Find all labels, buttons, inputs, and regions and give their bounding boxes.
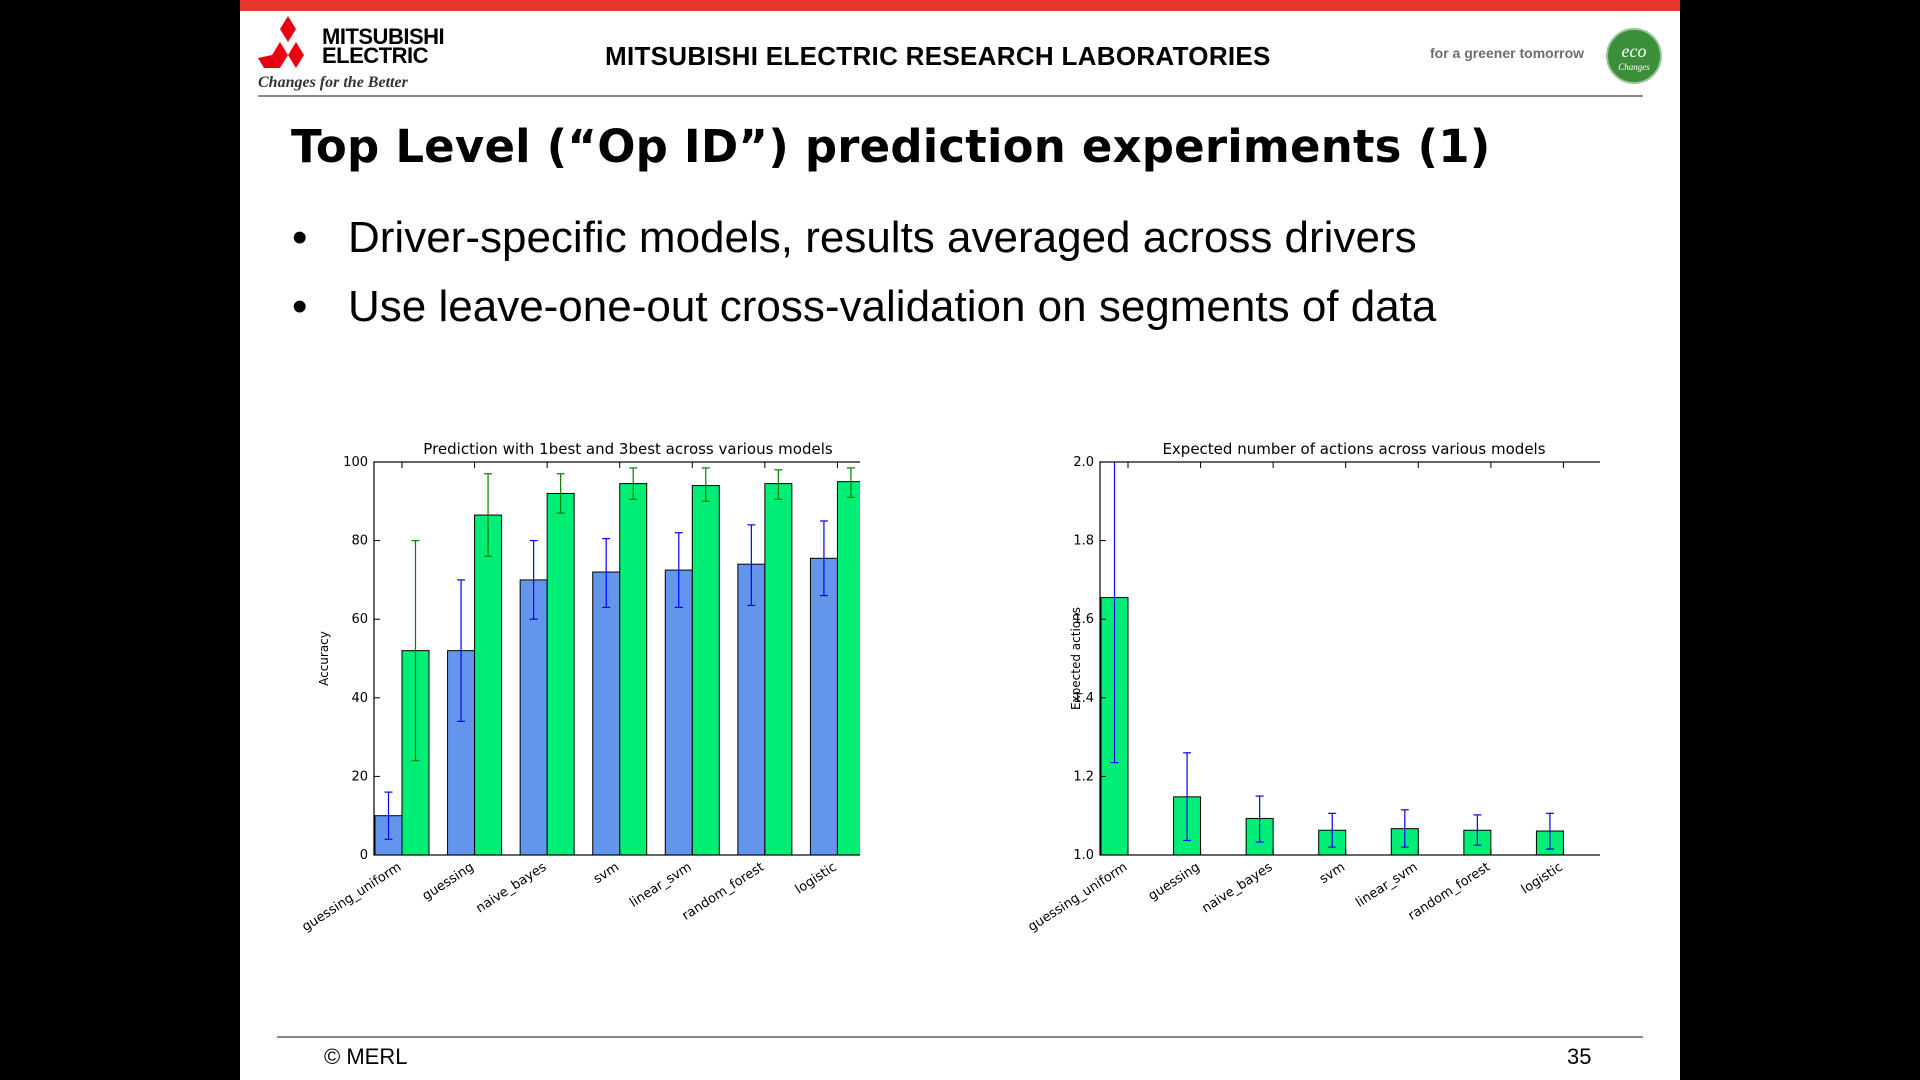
error-bar [846,467,855,498]
bullet-marker: • [292,213,308,262]
error-bar [384,791,393,840]
error-bar [1183,752,1192,842]
top-accent-bar [240,0,1680,11]
y-tick-label: 60 [351,612,368,627]
error-bar [484,473,493,557]
error-bar [1110,462,1119,764]
y-tick-label: 80 [351,534,368,549]
bar-1best [737,563,766,856]
expected-actions-bar-chart: 1.0 1.2 1.4 1.6 1.8 2.0 guessing_uniform guessi… [1026,440,1600,935]
eco-badge-text: eco [1622,41,1647,61]
lab-name: MITSUBISHI ELECTRIC RESEARCH LABORATORIE… [605,41,1271,71]
eco-changes-badge-icon: eco Changes [1606,28,1662,84]
y-tick-label: 20 [351,769,368,784]
y-tick-label: 1.8 [1073,534,1094,549]
bar-1best [809,557,838,856]
bullet-marker: • [292,282,308,331]
y-axis-label: Expected actions [1069,607,1083,710]
bar-3best [619,483,648,856]
x-tick-label: svm [591,860,622,887]
bullet-text: Use leave-one-out cross-validation on se… [348,282,1437,331]
y-tick-label: 0 [360,848,368,863]
error-bar [602,538,611,609]
error-bar [1545,812,1554,850]
bar-3best [836,481,860,856]
plot-area [1100,462,1564,856]
logo-tagline: Changes for the Better [258,74,408,91]
error-bar [1400,809,1409,848]
y-tick-label: 40 [351,691,368,706]
error-bar [819,520,828,597]
bar-3best [764,483,793,856]
bar-1best [519,579,548,856]
plot-frame [1099,461,1600,856]
x-tick-label: guessing [420,860,477,904]
x-tick-label: naive_bayes [473,860,549,917]
y-tick-label: 100 [343,455,368,470]
logo-wordmark: MITSUBISHI ELECTRIC [322,24,445,68]
error-bar [629,467,638,500]
x-tick-label: svm [1317,860,1348,887]
y-tick-label: 1.6 [1073,612,1094,627]
x-tick-label: random_forest [680,860,767,924]
header-divider [258,95,1643,97]
eco-tagline: for a greener tomorrow [1430,45,1585,61]
three-diamonds-logo-icon [258,16,304,68]
error-bar [701,467,710,502]
error-bar [457,579,466,722]
y-axis-label: Accuracy [317,631,331,686]
chart-title: Expected number of actions across variou… [1162,440,1545,458]
x-tick-label: guessing [1146,860,1203,904]
chart-title: Prediction with 1best and 3best across v… [423,440,833,458]
x-tick-label: linear_svm [627,860,694,911]
slide: MITSUBISHI ELECTRIC Changes for the Bett… [240,0,1680,1080]
error-bar [747,524,756,607]
slide-title: Top Level (“Op ID”) prediction experimen… [291,120,1491,173]
y-tick-label: 1.2 [1073,769,1094,784]
error-bar [674,532,683,609]
error-bar [529,539,538,620]
error-bar [774,469,783,500]
error-bar [556,473,565,514]
footer-divider [277,1036,1643,1038]
bar-3best [691,485,720,856]
accuracy-bar-chart: 0 20 40 60 80 100 guessing_uniform guessingnaiv… [300,440,860,935]
copyright-text: © MERL [324,1044,408,1069]
eco-badge-subtext: Changes [1618,62,1650,72]
y-tick-label: 1.4 [1073,691,1094,706]
x-tick-label: linear_svm [1353,860,1420,911]
y-tick-label: 1.0 [1073,848,1094,863]
plot-frame [373,461,860,856]
bullet-item: • Use leave-one-out cross-validation on s… [292,282,1436,332]
x-tick-label: logistic [1519,860,1566,898]
error-bar [1255,795,1264,843]
bullet-item: • Driver-specific models, results average… [292,213,1417,263]
error-bar [1473,814,1482,846]
error-bar [411,539,420,762]
error-bar [1328,812,1337,848]
bar-1best [664,569,693,856]
bar-1best [592,571,621,856]
bullet-text: Driver-specific models, results averaged… [348,213,1417,262]
bar-3best [474,514,503,856]
plot-area [374,467,860,856]
x-tick-label: guessing_uniform [1026,860,1131,935]
x-tick-label: random_forest [1406,860,1493,924]
page-number: 35 [1567,1044,1592,1069]
bar-3best [546,492,575,856]
x-tick-label: naive_bayes [1199,860,1275,917]
y-tick-label: 2.0 [1073,455,1094,470]
x-tick-label: guessing_uniform [300,860,404,935]
x-tick-label: logistic [793,860,840,898]
logo-line-2: ELECTRIC [322,43,429,68]
logo-line-1: MITSUBISHI [322,24,445,49]
